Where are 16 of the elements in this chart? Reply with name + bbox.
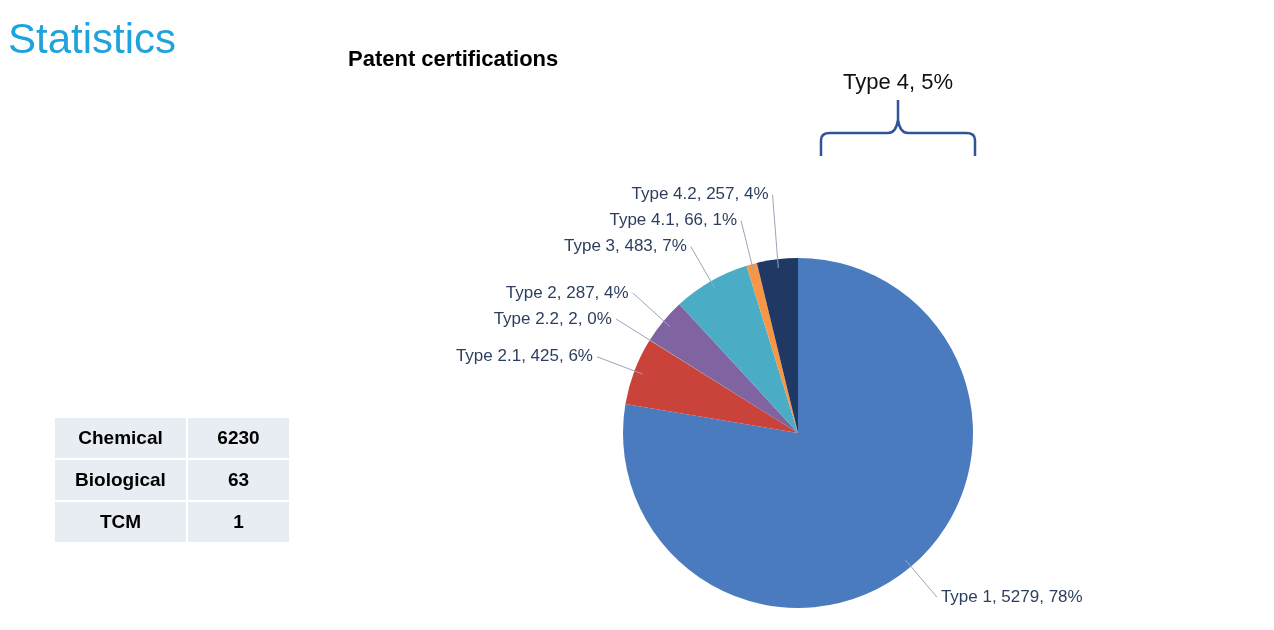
text: Statistics — [8, 14, 178, 64]
slice-label: Type 1, 5279, 78% — [940, 586, 1083, 606]
slice-label: Type 2, 287, 4% — [505, 282, 629, 302]
slice-label: Type 2.2, 2, 0% — [493, 308, 612, 328]
slice-label: Type 2.1, 425, 6% — [455, 346, 593, 366]
data-label: 6230 — [188, 418, 289, 458]
chart-title: Patent certifications — [348, 46, 559, 72]
data-label: 1 — [188, 502, 289, 542]
data-label: 63 — [188, 460, 289, 500]
slice-label: Type 4.2, 257, 4% — [631, 184, 769, 204]
category-label: TCM — [55, 502, 186, 542]
category-label: Chemical — [55, 418, 186, 458]
category-label: Biological — [55, 460, 186, 500]
slice-label: Type 4.1, 66, 1% — [609, 210, 738, 230]
text: Type 4, 5% — [842, 69, 954, 95]
slice-label: Type 3, 483, 7% — [563, 236, 687, 256]
